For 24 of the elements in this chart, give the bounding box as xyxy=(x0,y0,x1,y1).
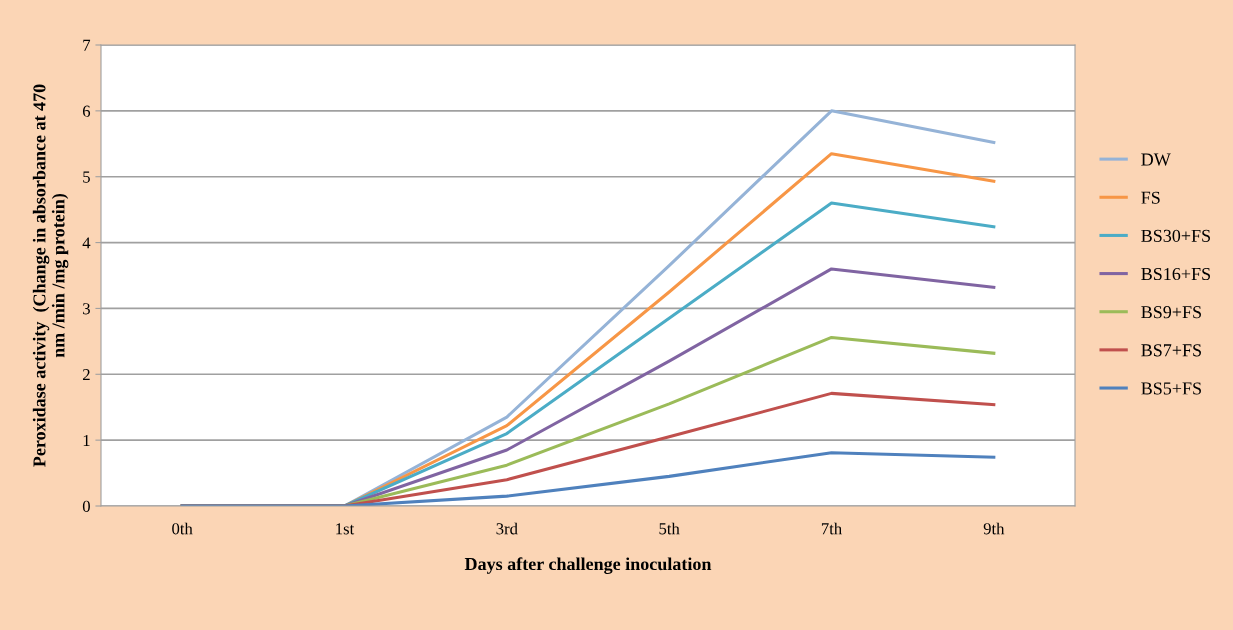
x-tick-label: 3rd xyxy=(496,522,518,535)
legend-label: FS xyxy=(1141,191,1160,204)
y-tick-label: 7 xyxy=(83,39,91,51)
y-tick-label: 2 xyxy=(82,369,90,381)
legend-label: BS9+FS xyxy=(1141,306,1201,319)
legend-label: BS30+FS xyxy=(1141,229,1210,242)
x-axis-title: Days after challenge inoculation xyxy=(464,557,712,574)
y-tick-label: 4 xyxy=(82,237,91,249)
y-tick-label: 3 xyxy=(83,303,90,315)
y-tick-label: 0 xyxy=(82,500,90,512)
legend-label: BS16+FS xyxy=(1141,267,1210,281)
y-tick-label: 1 xyxy=(83,434,90,446)
legend-label: BS7+FS xyxy=(1141,344,1201,357)
y-tick-label: 5 xyxy=(83,171,90,183)
x-tick-label: 9th xyxy=(983,522,1005,535)
x-tick-label: 5th xyxy=(659,522,680,535)
legend-label: DW xyxy=(1141,153,1171,166)
x-tick-label: 7th xyxy=(821,522,842,535)
y-tick-label: 6 xyxy=(82,105,91,117)
x-tick-label: 1st xyxy=(336,523,355,535)
legend-label: BS5+FS xyxy=(1141,382,1201,395)
y-axis-title: Peroxidase activity (Change in absorbance at 470 nm /min /mg protein) xyxy=(32,84,69,467)
line-series xyxy=(180,451,996,506)
x-tick-label: 0th xyxy=(172,522,193,535)
